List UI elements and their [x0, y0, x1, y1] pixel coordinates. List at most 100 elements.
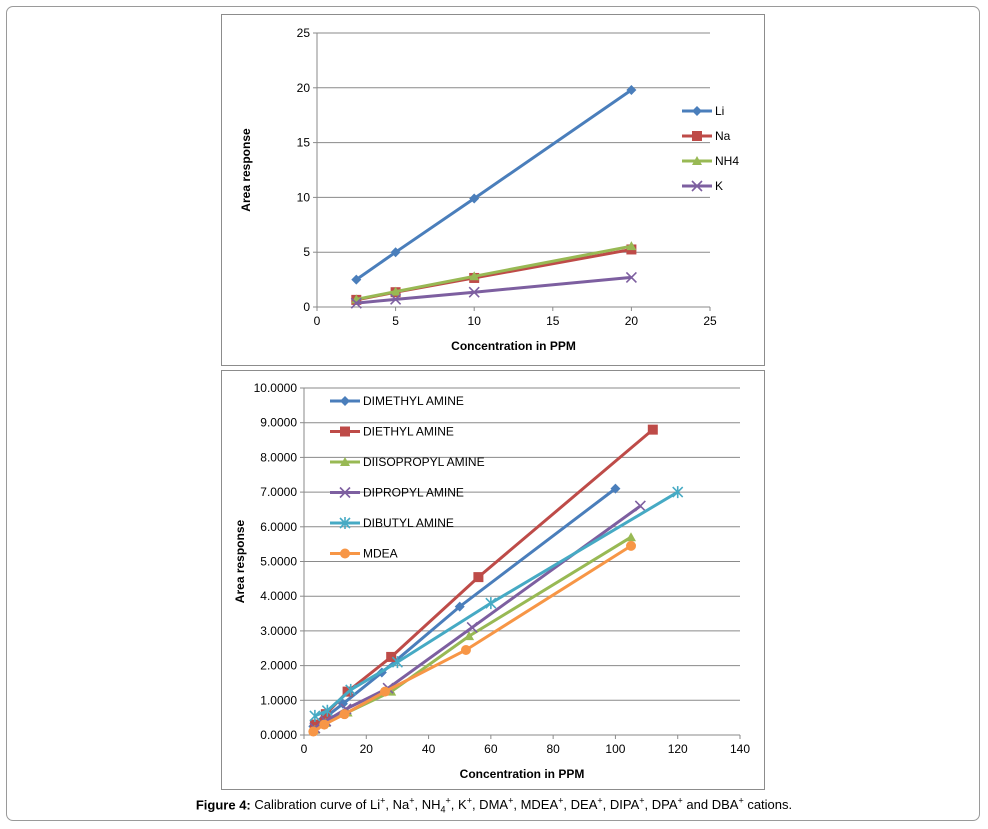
figure-frame	[6, 6, 980, 821]
data-point-diethyl-amine	[309, 719, 320, 730]
x-tick-label: 20	[360, 742, 374, 756]
figure-caption: Figure 4: Calibration curve of Li+, Na+,…	[0, 796, 988, 815]
legend-label-dimethyl-amine: DIMETHYL AMINE	[363, 394, 464, 408]
legend-label-mdea: MDEA	[363, 547, 398, 561]
caption-label: Figure 4:	[195, 797, 251, 813]
x-tick-label: 10	[468, 314, 482, 328]
legend-label-diethyl-amine: DIETHYL AMINE	[363, 425, 454, 439]
data-point-mdea	[379, 686, 390, 697]
legend-label-diisopropyl-amine: DIISOPROPYL AMINE	[363, 455, 485, 469]
legend-marker-na	[692, 131, 702, 141]
y-tick-label: 2.0000	[260, 659, 297, 673]
x-tick-label: 5	[392, 314, 399, 328]
legend-marker-diethyl-amine	[340, 426, 350, 437]
chart-amines: 0.0000 1.0000 2.0000 3.0000 4.0000 5.0000 6.00…	[233, 381, 750, 781]
data-point-dibutyl-amine	[309, 709, 321, 722]
y-tick-label: 0	[303, 300, 310, 314]
y-tick-label: 8.0000	[260, 450, 297, 464]
data-point-mdea	[339, 709, 350, 720]
data-point-diisopropyl-amine	[626, 532, 636, 542]
series-line-k	[356, 275, 632, 305]
y-tick-label: 20	[297, 81, 311, 95]
legend-marker-li	[692, 106, 702, 116]
data-point-k	[390, 293, 402, 305]
data-point-diethyl-amine	[320, 709, 331, 720]
legend-label-li: Li	[715, 104, 724, 118]
x-axis-label: Concentration in PPM	[451, 339, 576, 353]
legend-label-dipropyl-amine: DIPROPYL AMINE	[363, 486, 464, 500]
data-point-dimethyl-amine	[610, 483, 621, 494]
data-point-k	[350, 297, 362, 309]
y-axis-label: Area response	[239, 128, 253, 212]
y-tick-label: 4.0000	[260, 589, 297, 603]
y-tick-label: 6.0000	[260, 520, 297, 534]
data-point-mdea	[460, 644, 471, 655]
data-point-dipropyl-amine	[466, 621, 478, 633]
y-tick-label: 1.0000	[260, 693, 297, 707]
legend-label-k: K	[715, 179, 723, 193]
x-tick-label: 15	[546, 314, 560, 328]
x-tick-label: 60	[484, 742, 498, 756]
data-point-li	[626, 84, 637, 95]
data-point-li	[469, 193, 480, 204]
data-point-mdea	[626, 540, 636, 551]
x-tick-label: 120	[668, 742, 688, 756]
chart-panel-amines: 0.0000 1.0000 2.0000 3.0000 4.0000 5.0000 6.00…	[221, 370, 765, 790]
data-point-nh4	[390, 286, 401, 296]
legend-label-na: Na	[715, 129, 731, 143]
y-tick-label: 5.0000	[260, 555, 297, 569]
legend-marker-mdea	[340, 548, 350, 559]
data-point-diethyl-amine	[473, 572, 484, 583]
x-tick-label: 0	[314, 314, 321, 328]
data-point-dibutyl-amine	[321, 704, 333, 717]
x-tick-label: 140	[730, 742, 750, 756]
x-tick-label: 25	[703, 314, 717, 328]
data-point-dibutyl-amine	[485, 597, 497, 610]
y-tick-label: 10.0000	[254, 381, 298, 395]
data-point-dipropyl-amine	[634, 500, 646, 512]
y-tick-label: 9.0000	[260, 416, 297, 430]
x-tick-label: 40	[422, 742, 436, 756]
y-tick-label: 5	[303, 245, 310, 259]
data-point-mdea	[308, 726, 319, 737]
y-tick-label: 10	[297, 190, 311, 204]
data-point-mdea	[319, 719, 330, 730]
series-line-nh4	[356, 244, 632, 301]
legend-marker-dibutyl-amine	[339, 517, 351, 529]
data-point-diethyl-amine	[386, 651, 397, 662]
legend-marker-dipropyl-amine	[339, 486, 351, 499]
y-tick-label: 15	[297, 136, 311, 150]
data-point-diethyl-amine	[647, 424, 658, 435]
data-point-li	[390, 247, 401, 258]
legend-marker-dimethyl-amine	[340, 396, 350, 406]
data-point-dimethyl-amine	[337, 698, 348, 709]
y-tick-label: 3.0000	[260, 624, 297, 638]
series-line-li	[355, 88, 633, 281]
data-point-nh4	[626, 241, 637, 251]
legend-label-nh4: NH4	[715, 154, 739, 168]
y-tick-label: 7.0000	[260, 485, 297, 499]
chart-cations: 0 5 10 15 20 25 0 5 10 15 20 25 Concentration in PPM…	[239, 26, 739, 353]
data-point-dibutyl-amine	[391, 656, 403, 669]
x-tick-label: 20	[625, 314, 639, 328]
x-tick-label: 100	[605, 742, 625, 756]
legend-label-dibutyl-amine: DIBUTYL AMINE	[363, 516, 454, 530]
data-point-dibutyl-amine	[672, 486, 684, 499]
series-line-dibutyl-amine	[314, 490, 679, 718]
series-line-dipropyl-amine	[314, 504, 642, 730]
legend-marker-nh4	[692, 156, 702, 165]
caption-text: Calibration curve of Li+, Na+, NH4+, K+,…	[254, 796, 793, 815]
data-point-dimethyl-amine	[454, 601, 465, 612]
y-axis-label: Area response	[233, 519, 247, 603]
legend-marker-k	[691, 180, 703, 192]
chart-panel-cations: 0 5 10 15 20 25 0 5 10 15 20 25 Concentration in PPM…	[221, 14, 765, 366]
x-axis-label: Concentration in PPM	[460, 767, 585, 781]
data-point-dibutyl-amine	[345, 683, 357, 696]
data-point-diisopropyl-amine	[464, 631, 475, 641]
legend-marker-diisopropyl-amine	[340, 457, 350, 466]
y-tick-label: 25	[297, 26, 311, 40]
data-point-nh4	[469, 271, 480, 281]
data-point-li	[351, 274, 362, 285]
y-tick-label: 0.0000	[260, 728, 297, 742]
x-tick-label: 80	[546, 742, 560, 756]
